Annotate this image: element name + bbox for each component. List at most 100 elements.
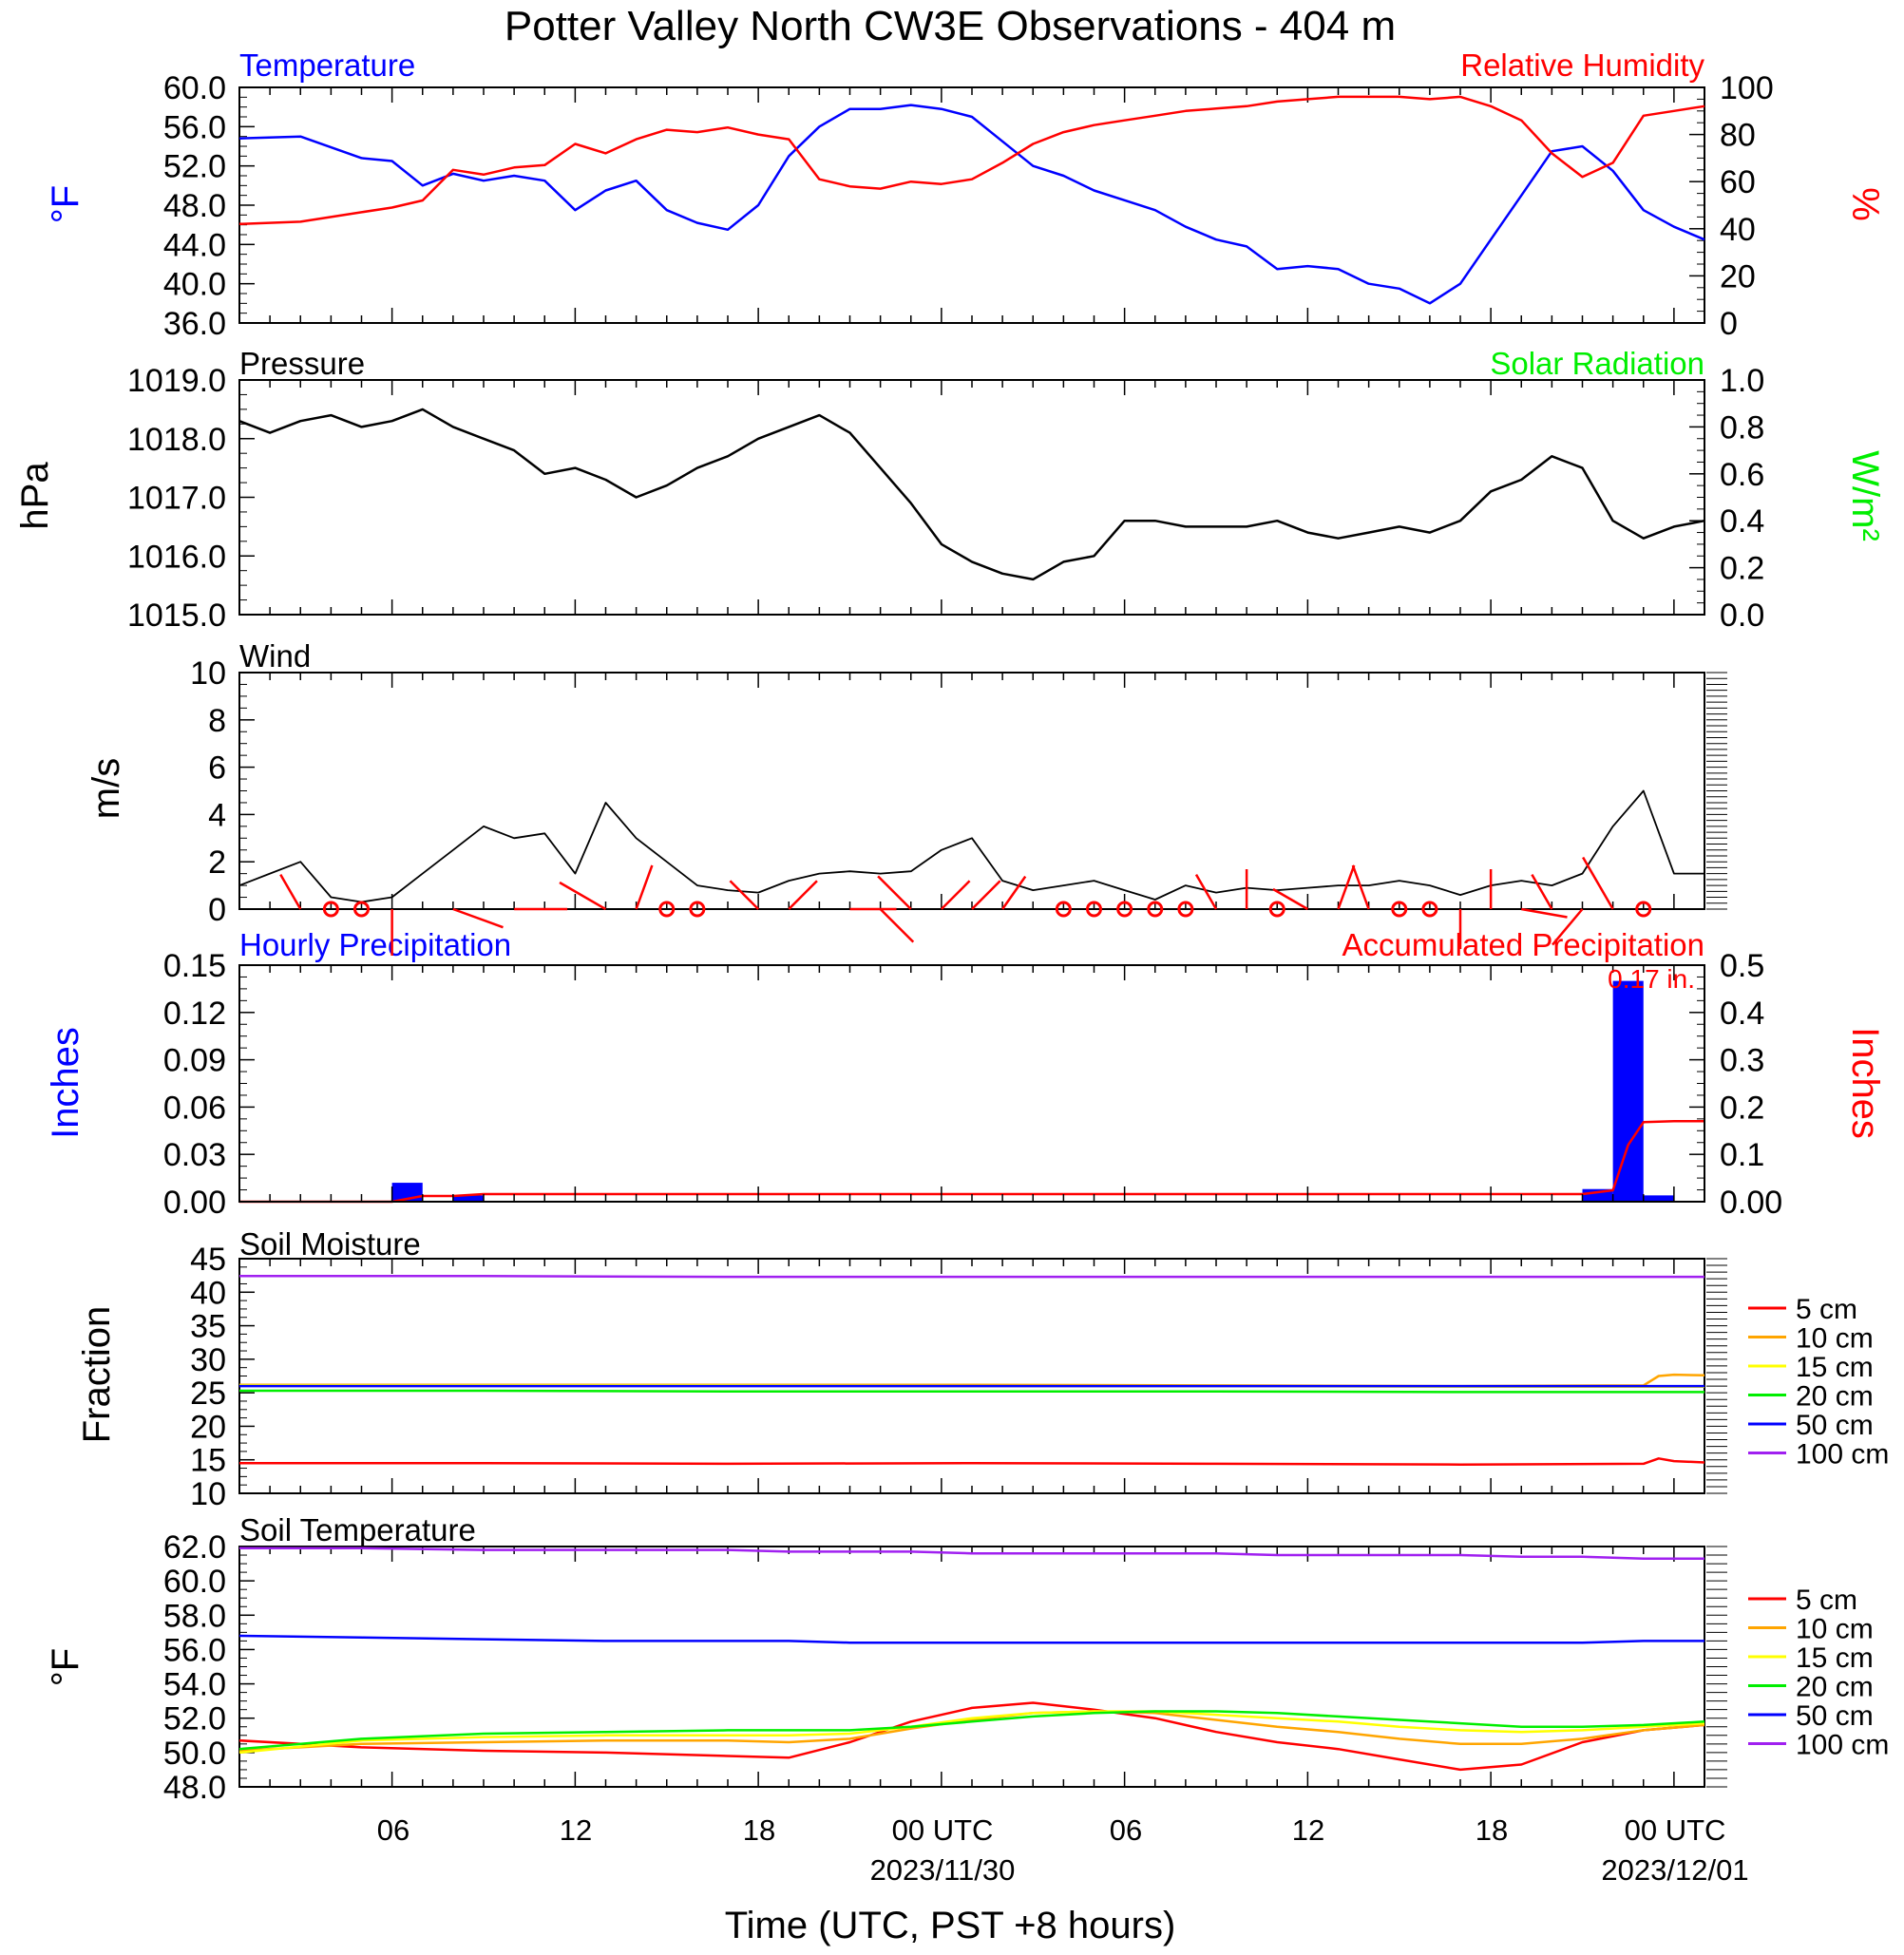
soil-moisture-legend-label: 5 cm — [1796, 1294, 1857, 1325]
solar-title: Solar Radiation — [1490, 346, 1704, 381]
hourly-precip-title: Hourly Precipitation — [239, 927, 511, 962]
pressure-title: Pressure — [239, 346, 365, 381]
calm-wind-circle — [1391, 901, 1408, 918]
y-tick-label: 48.0 — [163, 188, 226, 224]
y-tick-label: 0.15 — [163, 948, 226, 984]
y-tick-label: 0.1 — [1720, 1137, 1764, 1173]
wind-speed-line — [238, 789, 1704, 903]
panel-temperature-humidity: Temperature Relative Humidity °F % — [45, 47, 1886, 223]
y-tick-label: 1015.0 — [127, 598, 226, 634]
y-tick-label: 52.0 — [163, 149, 226, 185]
hourly-precip-bar — [452, 1195, 484, 1202]
wind-barb — [1001, 875, 1027, 910]
y-tick-label: 1018.0 — [127, 422, 226, 458]
calm-wind-circle — [1268, 901, 1285, 918]
wind-barb — [559, 881, 607, 911]
x-tick-label: 12 — [560, 1813, 592, 1847]
y-tick-label: 48.0 — [163, 1770, 226, 1806]
calm-wind-circle — [1116, 901, 1133, 918]
panel-precipitation: Hourly Precipitation Accumulated Precipi… — [45, 927, 1886, 1139]
y-tick-label: 0.12 — [163, 996, 226, 1032]
soil-temperature-line — [239, 1547, 1704, 1560]
y-tick-label: 8 — [208, 703, 226, 739]
y-tick-label: 0.4 — [1720, 503, 1764, 540]
y-tick-label: 44.0 — [163, 227, 226, 263]
wind-barb — [279, 874, 302, 910]
x-tick-label: 06 — [1110, 1813, 1142, 1847]
y-tick-label: 0.2 — [1720, 1090, 1764, 1126]
y-tick-label: 100 — [1720, 70, 1774, 106]
soil-temperature-title: Soil Temperature — [239, 1512, 476, 1547]
x-tick-label: 00 UTC — [892, 1813, 994, 1847]
time-axis: 06 12 18 00 UTC 06 12 18 00 UTC 2023/11/… — [377, 1813, 1749, 1946]
y-tick-label: 1.0 — [1720, 363, 1764, 399]
solar-axis-label: W/m² — [1844, 450, 1886, 541]
y-tick-label: 20 — [1720, 258, 1756, 294]
y-tick-label: 0.6 — [1720, 457, 1764, 493]
soil-temperature-legend-label: 20 cm — [1796, 1672, 1874, 1703]
wind-title: Wind — [239, 638, 311, 674]
accumulated-precip-annotation: 0.17 in. — [1608, 964, 1695, 994]
y-tick-label: 40 — [190, 1275, 226, 1311]
y-tick-label: 0.06 — [163, 1090, 226, 1126]
y-tick-label: 30 — [190, 1342, 226, 1378]
y-tick-label: 1019.0 — [127, 363, 226, 399]
panel-soil-temperature: Soil Temperature °F — [45, 1512, 476, 1686]
y-tick-label: 60.0 — [163, 70, 226, 106]
calm-wind-circle — [1086, 901, 1102, 918]
panel-pressure-solar: Pressure Solar Radiation hPa W/m² — [14, 346, 1886, 541]
calm-wind-circle — [1421, 901, 1438, 918]
pressure-line — [238, 408, 1705, 581]
wind-barb — [788, 880, 818, 910]
soil-moisture-line — [239, 1275, 1704, 1279]
wind-barb — [1582, 856, 1614, 910]
calm-wind-circle — [322, 901, 339, 918]
calm-wind-circle — [1635, 901, 1652, 918]
x-tick-label: 18 — [1476, 1813, 1508, 1847]
y-tick-label: 0 — [208, 892, 226, 928]
wind-barb — [971, 880, 1001, 910]
y-tick-label: 50.0 — [163, 1736, 226, 1772]
y-tick-label: 6 — [208, 750, 226, 787]
humidity-title: Relative Humidity — [1460, 47, 1704, 83]
y-tick-label: 0.00 — [1720, 1185, 1782, 1221]
pressure-axis-label: hPa — [14, 462, 56, 530]
wind-barb — [729, 880, 760, 910]
temperature-axis-label: °F — [45, 185, 86, 223]
y-tick-label: 0.2 — [1720, 551, 1764, 587]
y-tick-label: 45 — [190, 1242, 226, 1278]
x-tick-label: 00 UTC — [1625, 1813, 1726, 1847]
y-tick-label: 58.0 — [163, 1598, 226, 1634]
y-tick-label: 4 — [208, 797, 226, 833]
wind-axis-label: m/s — [86, 758, 127, 819]
wind-barb — [452, 907, 504, 929]
soil-moisture-legend-label: 10 cm — [1796, 1323, 1874, 1355]
y-tick-label: 0.09 — [163, 1043, 226, 1079]
calm-wind-circle — [353, 901, 370, 918]
temperature-line — [238, 104, 1705, 305]
soil-temperature-legend-label: 10 cm — [1796, 1614, 1874, 1645]
calm-wind-circle — [1177, 901, 1194, 918]
x-axis-title: Time (UTC, PST +8 hours) — [725, 1905, 1176, 1946]
humidity-axis-label: % — [1844, 187, 1886, 221]
soil-temperature-line — [238, 1710, 1705, 1751]
y-tick-label: 1016.0 — [127, 539, 226, 575]
x-tick-label: 12 — [1292, 1813, 1324, 1847]
accum-precip-title: Accumulated Precipitation — [1342, 927, 1704, 962]
y-tick-label: 60.0 — [163, 1564, 226, 1600]
soil-temperature-legend-label: 100 cm — [1796, 1730, 1889, 1761]
y-tick-label: 40.0 — [163, 267, 226, 303]
wind-barb — [877, 875, 912, 910]
y-tick-label: 2 — [208, 845, 226, 881]
y-tick-label: 20 — [190, 1409, 226, 1445]
wind-barb — [1531, 874, 1553, 910]
wind-barb — [1351, 864, 1370, 910]
soil-moisture-legend-label: 50 cm — [1796, 1410, 1874, 1441]
wind-barb — [1272, 887, 1309, 911]
y-tick-label: 0.03 — [163, 1137, 226, 1173]
panel-soil-moisture: Soil Moisture Fraction — [76, 1226, 421, 1443]
soil-moisture-line — [239, 1389, 1704, 1394]
temperature-title: Temperature — [239, 47, 415, 83]
y-tick-label: 52.0 — [163, 1701, 226, 1737]
